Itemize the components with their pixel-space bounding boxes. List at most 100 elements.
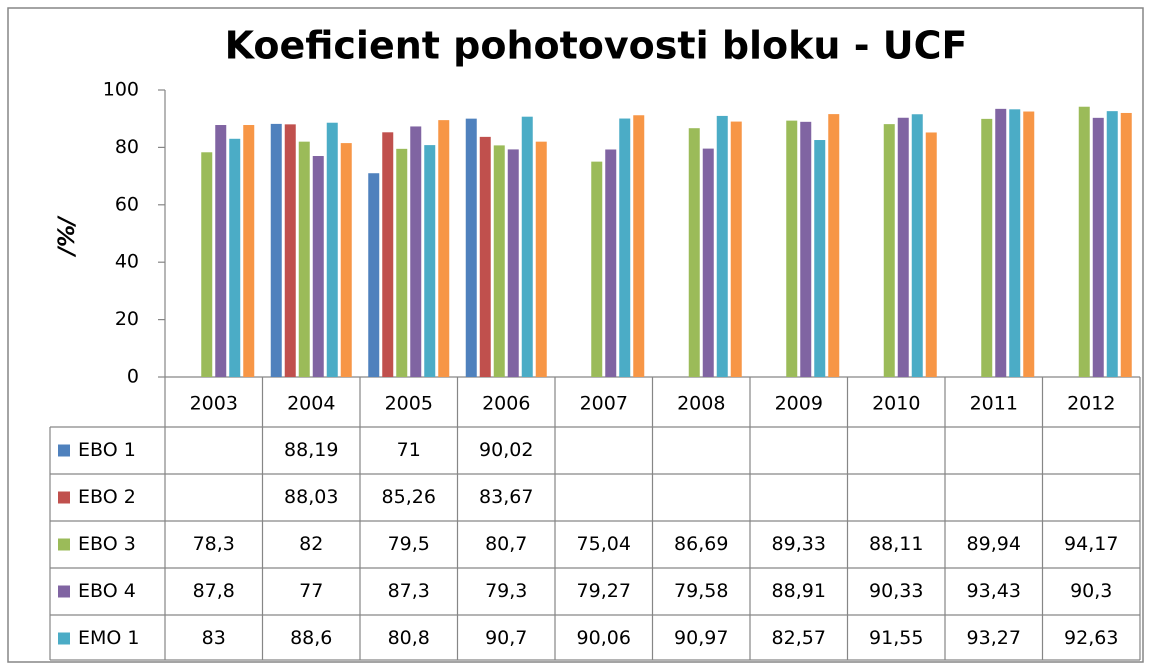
table-cell: 79,58 [674,580,728,602]
bar [340,143,352,377]
table-cell: 88,11 [869,533,923,555]
legend-label: EMO 1 [78,627,139,649]
table-cell: 90,33 [869,580,923,602]
x-tick-label: 2006 [482,393,530,415]
bar [814,140,826,377]
y-tick-label: 80 [115,136,139,158]
bar [633,115,645,378]
legend-key [58,491,70,504]
legend-label: EBO 2 [78,486,136,508]
table-cell: 90,02 [479,439,533,461]
bar [619,118,631,377]
bar [911,114,923,378]
bar [981,118,993,378]
table-cell: 80,7 [485,533,527,555]
x-tick-label: 2009 [775,393,823,415]
bar [828,114,840,377]
bar [270,123,282,377]
table-cell: 79,5 [388,533,430,555]
table-cell: 79,3 [485,580,527,602]
bar [229,138,241,377]
bar [688,128,700,377]
x-tick-label: 2010 [872,393,920,415]
table-cell: 93,27 [967,627,1021,649]
table-cell: 88,91 [772,580,826,602]
bar [382,132,394,377]
bar [438,120,450,377]
bar [465,118,477,377]
y-tick-label: 0 [127,366,139,388]
bar [716,115,728,377]
y-tick-label: 60 [115,193,139,215]
legend-label: EBO 3 [78,533,136,555]
bar [368,173,380,377]
bar [535,141,547,377]
legend-key [58,444,70,457]
table-cell: 93,43 [967,580,1021,602]
bar [702,148,714,377]
x-tick-label: 2012 [1067,393,1115,415]
legend-key [58,538,70,551]
table-cell: 89,94 [967,533,1021,555]
bar [786,120,798,378]
x-tick-label: 2007 [580,393,628,415]
x-tick-label: 2005 [385,393,433,415]
table-cell: 82,57 [772,627,826,649]
table-cell: 78,3 [193,533,235,555]
table-cell: 83 [202,627,226,649]
bar [1009,109,1021,378]
bar [284,124,296,377]
table-cell: 79,27 [577,580,631,602]
bar [424,145,436,377]
legend-key [58,632,70,645]
bar [1106,111,1118,377]
bar [995,108,1007,378]
bar [591,161,603,377]
table-cell: 88,03 [284,486,338,508]
bar [883,124,895,377]
table-cell: 89,33 [772,533,826,555]
bar [201,152,213,377]
bar [507,149,519,377]
bar [605,149,617,377]
bar [326,122,338,377]
bar [730,121,742,377]
legend-label: EBO 4 [78,580,136,602]
table-cell: 85,26 [382,486,436,508]
y-tick-label: 100 [103,79,139,101]
table-cell: 80,8 [388,627,430,649]
bar [396,148,408,377]
bar [897,117,909,377]
table-cell: 91,55 [869,627,923,649]
table-cell: 94,17 [1064,533,1118,555]
bar [800,121,812,377]
table-cell: 82 [299,533,323,555]
table-cell: 83,67 [479,486,533,508]
y-tick-label: 40 [115,251,139,273]
table-cell: 90,97 [674,627,728,649]
table-cell: 90,7 [485,627,527,649]
bar [1023,111,1035,378]
table-cell: 92,63 [1064,627,1118,649]
bar [1120,112,1132,378]
bar [1078,106,1090,377]
table-cell: 87,8 [193,580,235,602]
table-cell: 75,04 [577,533,631,555]
table-cell: 77 [299,580,323,602]
bar [215,125,227,377]
bar [243,125,255,377]
table-cell: 88,6 [290,627,332,649]
x-tick-label: 2003 [190,393,238,415]
table-cell: 71 [397,439,421,461]
legend-key [58,585,70,598]
chart-title: Koeficient pohotovosti bloku - UCF [225,24,968,68]
x-tick-label: 2004 [287,393,335,415]
table-cell: 90,3 [1070,580,1112,602]
bar [493,145,505,377]
y-tick-label: 20 [115,308,139,330]
bar [1092,117,1104,378]
bar [521,116,533,377]
y-axis-label: /%/ [55,215,80,258]
legend-label: EBO 1 [78,439,136,461]
